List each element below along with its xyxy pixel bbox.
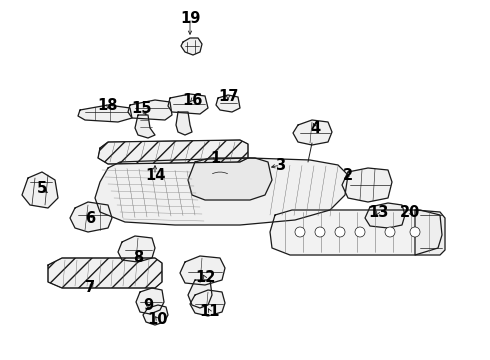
Polygon shape: [188, 158, 272, 200]
Polygon shape: [216, 95, 240, 112]
Polygon shape: [22, 172, 58, 208]
Polygon shape: [168, 94, 208, 114]
Circle shape: [295, 227, 305, 237]
Text: 19: 19: [180, 10, 200, 26]
Text: 5: 5: [37, 180, 47, 195]
Polygon shape: [136, 288, 164, 314]
Polygon shape: [78, 105, 132, 122]
Text: 6: 6: [85, 211, 95, 225]
Circle shape: [315, 227, 325, 237]
Polygon shape: [190, 290, 225, 316]
Text: 12: 12: [195, 270, 215, 285]
Polygon shape: [118, 236, 155, 262]
Text: 2: 2: [343, 167, 353, 183]
Text: 14: 14: [145, 167, 165, 183]
Polygon shape: [181, 38, 202, 55]
Circle shape: [410, 227, 420, 237]
Text: 8: 8: [133, 251, 143, 266]
Polygon shape: [270, 210, 442, 255]
Polygon shape: [135, 115, 155, 138]
Text: 16: 16: [182, 93, 202, 108]
Text: 11: 11: [200, 305, 220, 320]
Polygon shape: [188, 280, 212, 308]
Polygon shape: [143, 305, 168, 325]
Text: 15: 15: [132, 100, 152, 116]
Polygon shape: [293, 120, 332, 145]
Text: 10: 10: [148, 312, 168, 328]
Polygon shape: [342, 168, 392, 202]
Text: 13: 13: [368, 204, 388, 220]
Text: 7: 7: [85, 280, 95, 296]
Text: 17: 17: [218, 89, 238, 104]
Polygon shape: [48, 258, 162, 288]
Polygon shape: [95, 158, 348, 225]
Polygon shape: [128, 100, 172, 120]
Text: 1: 1: [210, 150, 220, 166]
Circle shape: [355, 227, 365, 237]
Text: 3: 3: [275, 158, 285, 172]
Polygon shape: [176, 112, 192, 135]
Polygon shape: [98, 140, 248, 164]
Polygon shape: [365, 203, 405, 228]
Text: 4: 4: [310, 121, 320, 135]
Text: 18: 18: [98, 98, 118, 113]
Circle shape: [335, 227, 345, 237]
Text: 9: 9: [143, 297, 153, 312]
Text: 20: 20: [400, 204, 420, 220]
Polygon shape: [415, 210, 445, 255]
Circle shape: [385, 227, 395, 237]
Polygon shape: [70, 202, 112, 232]
Polygon shape: [180, 256, 225, 285]
